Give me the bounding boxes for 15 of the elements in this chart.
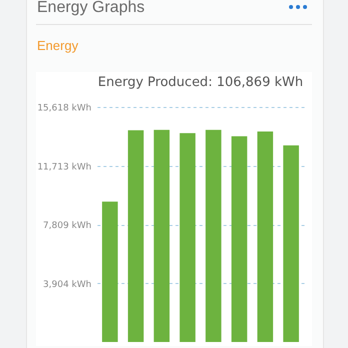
y-tick-label: 15,618 kWh bbox=[37, 104, 92, 114]
bar bbox=[283, 145, 299, 342]
bar bbox=[128, 130, 144, 342]
bar bbox=[154, 130, 170, 342]
bar bbox=[102, 202, 118, 342]
y-tick-label: 3,904 kWh bbox=[43, 280, 92, 290]
y-tick-label: 7,809 kWh bbox=[43, 221, 92, 231]
y-tick-label: 11,713 kWh bbox=[37, 162, 92, 172]
bar bbox=[180, 133, 196, 342]
chart-title: Energy Produced: 106,869 kWh bbox=[98, 75, 304, 90]
bar bbox=[206, 130, 222, 342]
text: Energy Graphs bbox=[37, 0, 145, 17]
text: Energy bbox=[37, 38, 78, 53]
bar bbox=[231, 136, 248, 342]
bar bbox=[257, 131, 274, 342]
